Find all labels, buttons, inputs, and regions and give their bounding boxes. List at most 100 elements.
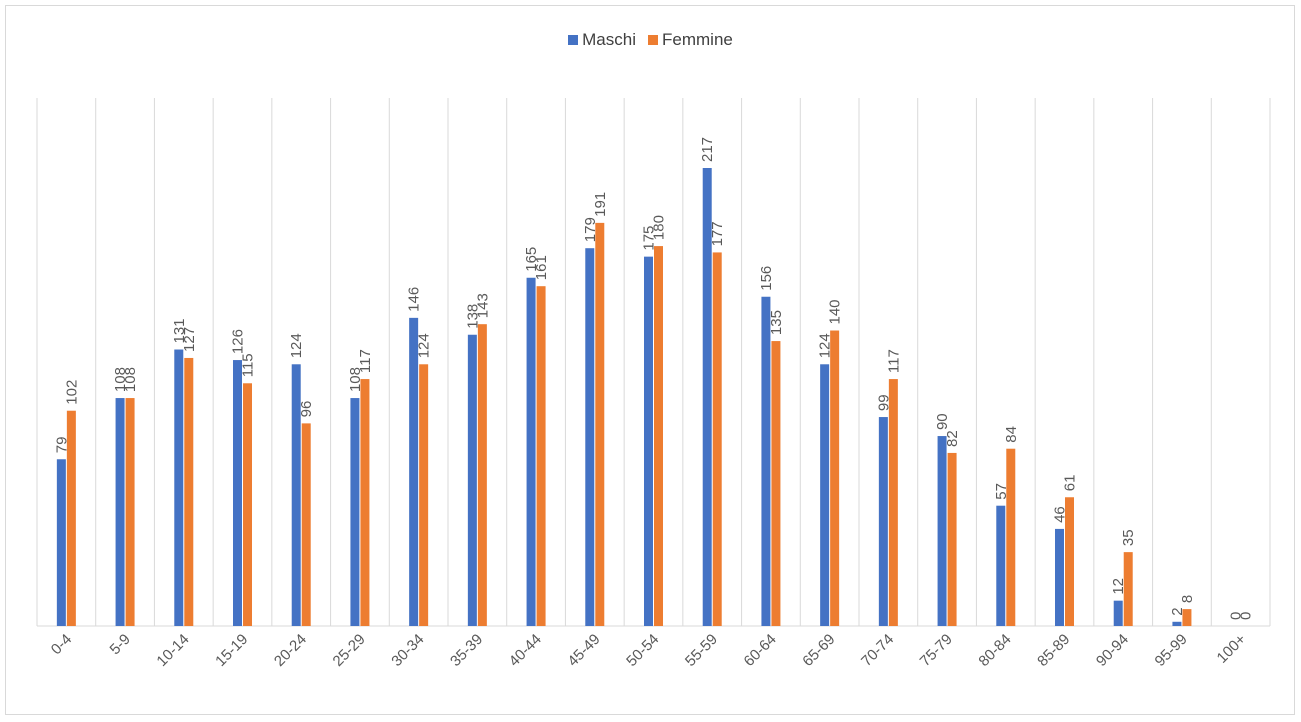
- bar-maschi-60-64: [761, 296, 771, 626]
- bar-maschi-95-99: [1172, 621, 1182, 626]
- bar-maschi-30-34: [409, 317, 419, 626]
- x-tick-label-85-89: 85-89: [1034, 631, 1073, 670]
- data-label-femmine-80-84: 84: [1003, 426, 1020, 443]
- bar-maschi-55-59: [702, 168, 712, 626]
- bar-femmine-70-74: [888, 379, 898, 626]
- data-label-maschi-60-64: 156: [758, 266, 775, 291]
- bar-femmine-30-34: [419, 364, 429, 626]
- data-label-femmine-15-19: 115: [240, 353, 257, 377]
- bar-maschi-80-84: [996, 505, 1006, 626]
- data-label-maschi-25-29: 108: [347, 367, 364, 392]
- bar-femmine-20-24: [301, 423, 311, 626]
- data-label-maschi-55-59: 217: [699, 137, 716, 162]
- bar-femmine-45-49: [595, 222, 605, 626]
- x-tick-label-0-4: 0-4: [48, 631, 75, 658]
- x-tick-label-50-54: 50-54: [623, 631, 662, 670]
- x-tick-label-25-29: 25-29: [330, 631, 369, 670]
- data-label-femmine-10-14: 127: [181, 327, 198, 352]
- bar-maschi-5-9: [115, 398, 125, 626]
- bar-maschi-45-49: [585, 248, 595, 626]
- data-label-maschi-65-69: 124: [817, 333, 834, 358]
- bar-femmine-25-29: [360, 379, 370, 626]
- bar-femmine-95-99: [1182, 609, 1192, 626]
- data-label-maschi-100+: 0: [1228, 612, 1245, 620]
- x-tick-label-75-79: 75-79: [917, 631, 956, 670]
- x-tick-label-30-34: 30-34: [388, 631, 427, 670]
- data-label-maschi-90-94: 12: [1110, 578, 1127, 595]
- x-tick-label-95-99: 95-99: [1152, 631, 1191, 670]
- x-tick-label-80-84: 80-84: [975, 631, 1014, 670]
- bar-maschi-35-39: [467, 334, 477, 626]
- bar-femmine-65-69: [830, 330, 840, 626]
- data-label-maschi-50-54: 175: [641, 226, 658, 251]
- bar-femmine-35-39: [477, 324, 487, 626]
- x-tick-label-45-49: 45-49: [564, 631, 603, 670]
- data-label-femmine-55-59: 177: [709, 221, 726, 246]
- x-tick-label-15-19: 15-19: [212, 631, 251, 670]
- data-label-maschi-10-14: 131: [171, 318, 188, 343]
- x-tick-label-35-39: 35-39: [447, 631, 486, 670]
- bar-maschi-0-4: [56, 459, 66, 626]
- bar-femmine-90-94: [1123, 552, 1133, 626]
- bar-maschi-65-69: [820, 364, 830, 626]
- data-label-femmine-95-99: 8: [1179, 595, 1196, 603]
- data-label-femmine-45-49: 191: [592, 192, 609, 217]
- data-label-femmine-70-74: 117: [885, 349, 902, 373]
- bar-femmine-85-89: [1065, 497, 1074, 626]
- bar-femmine-50-54: [654, 246, 663, 626]
- bar-femmine-55-59: [712, 252, 722, 627]
- bar-maschi-85-89: [1055, 528, 1064, 626]
- bar-maschi-10-14: [174, 349, 184, 626]
- x-tick-label-20-24: 20-24: [271, 631, 310, 670]
- data-label-maschi-35-39: 138: [464, 304, 481, 329]
- bar-femmine-0-4: [66, 410, 76, 626]
- bar-femmine-75-79: [947, 452, 957, 626]
- bar-maschi-50-54: [644, 256, 653, 626]
- bar-femmine-15-19: [243, 383, 252, 626]
- data-label-femmine-40-44: 161: [533, 255, 550, 280]
- bar-femmine-40-44: [536, 286, 546, 626]
- data-label-femmine-65-69: 140: [827, 299, 844, 324]
- data-label-maschi-85-89: 46: [1052, 506, 1069, 523]
- bar-maschi-70-74: [878, 417, 888, 626]
- legend-label-femmine: Femmine: [662, 30, 733, 49]
- bar-femmine-10-14: [184, 357, 194, 626]
- legend-item-maschi: Maschi: [568, 30, 636, 50]
- data-label-maschi-95-99: 2: [1169, 607, 1186, 615]
- bar-maschi-90-94: [1113, 600, 1123, 626]
- data-label-maschi-30-34: 146: [406, 287, 423, 312]
- legend-swatch-maschi: [568, 35, 579, 45]
- bar-maschi-25-29: [350, 398, 360, 626]
- data-label-maschi-45-49: 179: [582, 217, 599, 242]
- x-tick-label-90-94: 90-94: [1093, 631, 1132, 670]
- data-label-femmine-100+: 0: [1238, 612, 1255, 620]
- bar-maschi-40-44: [526, 277, 536, 626]
- data-label-maschi-70-74: 99: [875, 394, 892, 411]
- bar-femmine-80-84: [1006, 448, 1016, 626]
- data-label-maschi-75-79: 90: [934, 413, 951, 430]
- legend: Maschi Femmine: [0, 30, 1301, 50]
- data-label-femmine-30-34: 124: [416, 333, 433, 358]
- x-tick-label-40-44: 40-44: [506, 631, 545, 670]
- data-label-maschi-20-24: 124: [288, 333, 305, 358]
- bar-maschi-75-79: [937, 436, 947, 626]
- legend-label-maschi: Maschi: [582, 30, 636, 49]
- data-label-femmine-90-94: 35: [1120, 529, 1137, 546]
- x-tick-label-65-69: 65-69: [799, 631, 838, 670]
- data-label-femmine-25-29: 117: [357, 349, 374, 373]
- data-label-femmine-20-24: 96: [298, 401, 315, 418]
- bar-femmine-60-64: [771, 341, 781, 626]
- legend-swatch-femmine: [648, 35, 658, 45]
- bar-maschi-20-24: [291, 364, 301, 626]
- data-label-maschi-40-44: 165: [523, 247, 540, 272]
- data-label-femmine-60-64: 135: [768, 310, 785, 335]
- x-tick-label-55-59: 55-59: [682, 631, 721, 670]
- legend-item-femmine: Femmine: [648, 30, 733, 50]
- bar-maschi-15-19: [233, 360, 242, 626]
- data-label-femmine-35-39: 143: [474, 293, 491, 318]
- data-label-femmine-5-9: 108: [122, 367, 139, 392]
- data-label-maschi-80-84: 57: [993, 483, 1010, 500]
- data-label-maschi-0-4: 79: [53, 437, 70, 454]
- bar-femmine-5-9: [125, 398, 135, 626]
